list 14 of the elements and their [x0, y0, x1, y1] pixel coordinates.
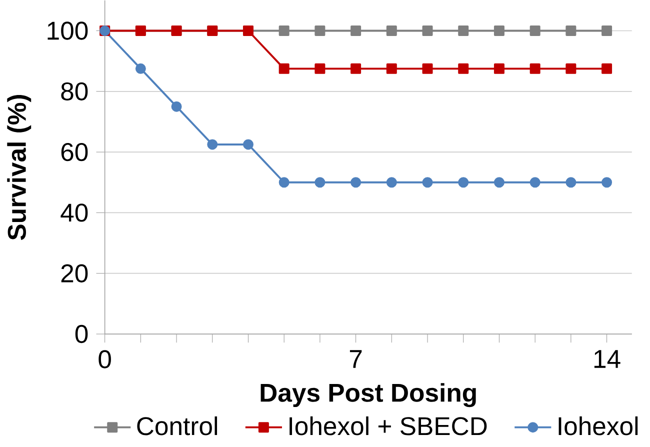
y-tick-label: 100: [48, 22, 88, 40]
y-tick-label: 20: [61, 264, 88, 283]
y-tick-label: 80: [61, 82, 88, 101]
y-axis-title: Survival (%): [7, 95, 32, 240]
legend-label: Iohexol: [558, 416, 638, 436]
y-tick-label: 40: [60, 204, 88, 222]
y-tick-label: 60: [61, 143, 88, 162]
legend-label: Control: [137, 416, 218, 436]
x-tick-label: 14: [594, 350, 620, 368]
y-tick-label: 0: [75, 325, 88, 344]
x-tick-label: 7: [350, 350, 362, 368]
x-tick-label: 0: [98, 350, 111, 368]
x-axis-title: Days Post Dosing: [260, 383, 476, 408]
legend-label: Iohexol + SBECD: [290, 416, 487, 436]
